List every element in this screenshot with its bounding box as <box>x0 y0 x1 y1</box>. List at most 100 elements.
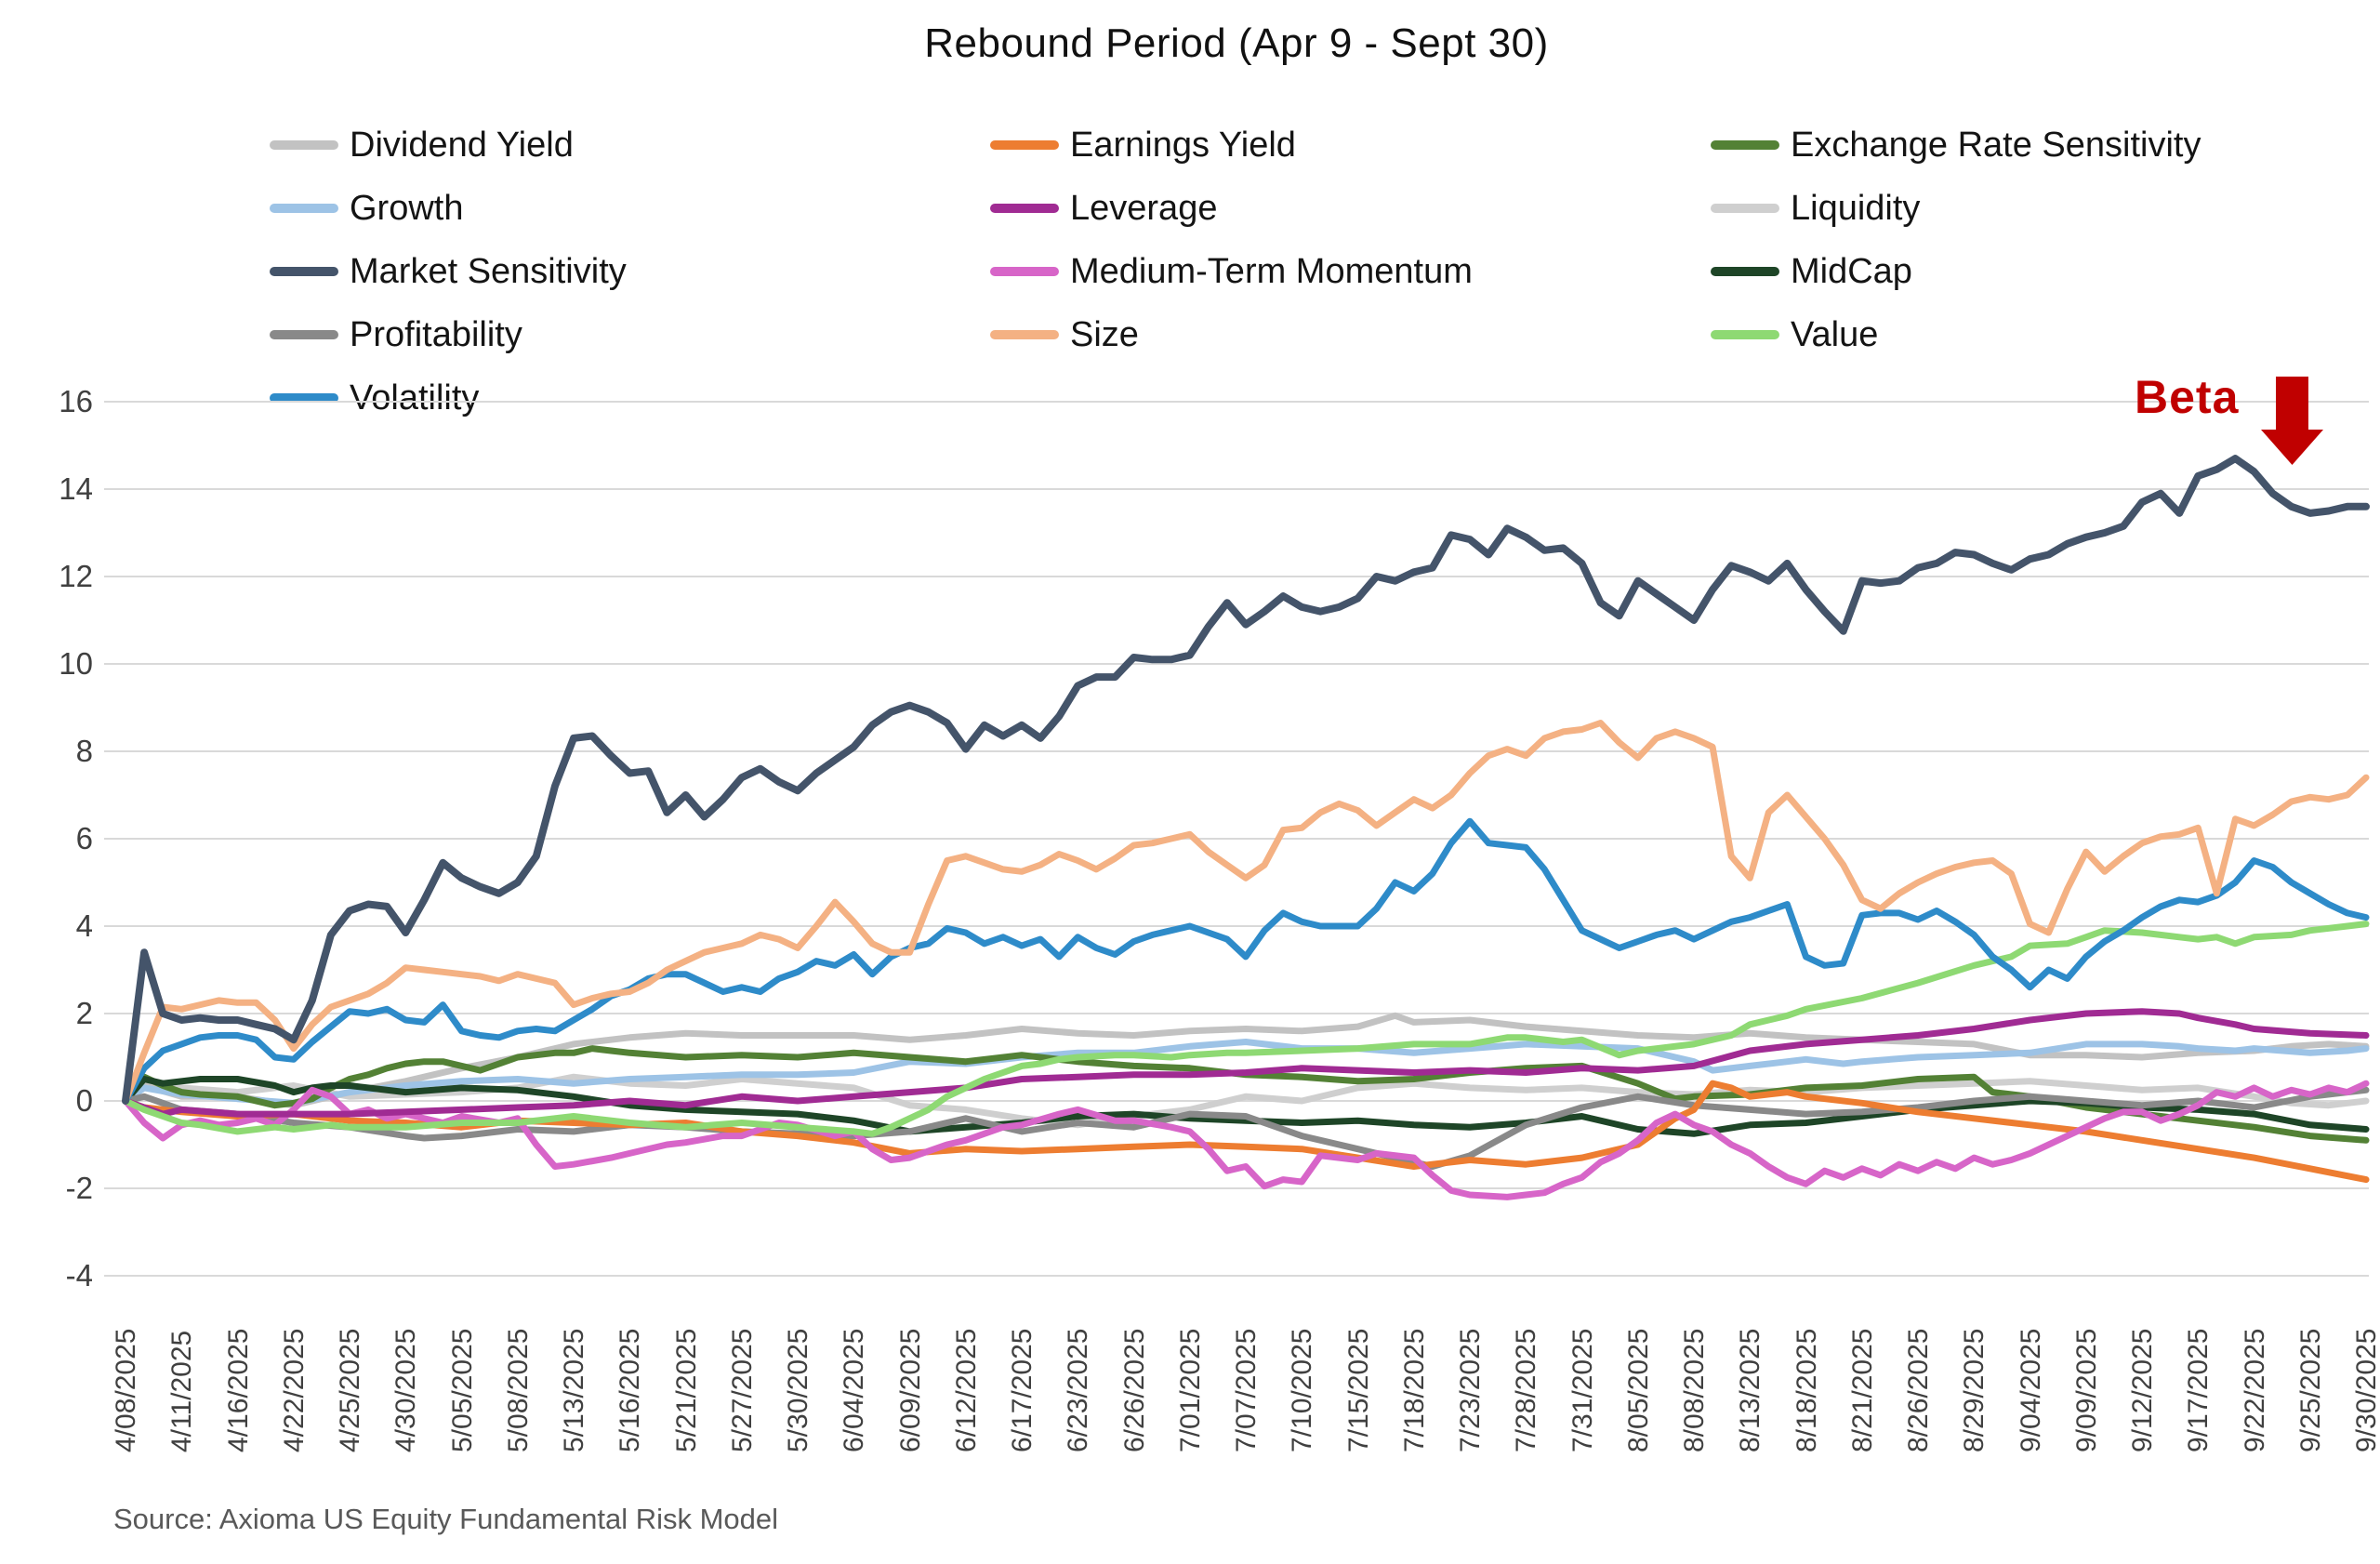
x-tick-label: 9/04/2025 <box>2015 1328 2046 1452</box>
x-tick-label: 9/17/2025 <box>2183 1328 2215 1452</box>
x-tick-label: 5/21/2025 <box>670 1328 702 1452</box>
x-tick-label: 8/05/2025 <box>1622 1328 1654 1452</box>
legend-label: Dividend Yield <box>350 125 574 165</box>
x-tick-label: 9/09/2025 <box>2070 1328 2102 1452</box>
x-tick-label: 4/22/2025 <box>278 1328 310 1452</box>
x-tick-label: 6/09/2025 <box>894 1328 926 1452</box>
legend-item-dividend-yield: Dividend Yield <box>270 119 574 171</box>
legend-marker-icon <box>1711 140 1779 150</box>
x-tick-label: 8/18/2025 <box>1791 1328 1822 1452</box>
x-tick-label: 7/18/2025 <box>1398 1328 1430 1452</box>
series-line-value <box>122 921 2370 1137</box>
y-tick-label: 8 <box>75 734 93 768</box>
y-tick-label: 16 <box>59 384 93 418</box>
legend-label: Medium-Term Momentum <box>1070 251 1473 291</box>
x-tick-label: 6/12/2025 <box>950 1328 982 1452</box>
x-tick-label: 9/30/2025 <box>2351 1328 2380 1452</box>
y-tick-label: 0 <box>75 1083 93 1118</box>
series-line-size <box>122 720 2370 1105</box>
x-tick-label: 5/05/2025 <box>446 1328 478 1452</box>
x-tick-label: 5/30/2025 <box>783 1328 813 1452</box>
x-tick-label: 8/13/2025 <box>1735 1328 1766 1452</box>
series-line-market-sensitivity <box>122 455 2370 1105</box>
x-tick-label: 9/12/2025 <box>2127 1328 2158 1452</box>
legend-item-market-sensitivity: Market Sensitivity <box>270 245 627 298</box>
beta-down-arrow-icon <box>2261 377 2323 465</box>
x-tick-label: 8/08/2025 <box>1679 1328 1710 1452</box>
legend-marker-icon <box>1711 204 1779 213</box>
legend-marker-icon <box>990 140 1059 150</box>
legend-marker-icon <box>990 267 1059 276</box>
x-tick-label: 4/11/2025 <box>166 1330 198 1452</box>
y-tick-label: 10 <box>59 646 93 681</box>
y-tick-label: 6 <box>75 821 93 855</box>
legend-item-growth: Growth <box>270 182 463 234</box>
legend-item-midcap: MidCap <box>1711 245 1912 298</box>
series-line-medium-term-momentum <box>122 1080 2370 1200</box>
x-tick-label: 5/08/2025 <box>502 1328 534 1452</box>
x-tick-label: 5/16/2025 <box>615 1328 646 1452</box>
source-note: Source: Axioma US Equity Fundamental Ris… <box>113 1503 779 1535</box>
legend-marker-icon <box>270 204 338 213</box>
legend-marker-icon <box>270 267 338 276</box>
legend-item-size: Size <box>990 309 1139 361</box>
legend-label: Size <box>1070 314 1139 354</box>
x-tick-label: 9/25/2025 <box>2294 1328 2326 1452</box>
legend-label: Liquidity <box>1791 188 1921 228</box>
y-tick-label: 14 <box>59 471 93 506</box>
legend-label: Volatility <box>350 378 480 418</box>
legend-marker-icon <box>990 204 1059 213</box>
x-tick-label: 7/01/2025 <box>1174 1328 1206 1452</box>
legend-item-value: Value <box>1711 309 1878 361</box>
x-tick-label: 7/07/2025 <box>1231 1328 1262 1452</box>
series-line-profitability <box>122 1086 2370 1170</box>
legend-marker-icon <box>1711 267 1779 276</box>
legend-label: Earnings Yield <box>1070 125 1296 165</box>
chart-title: Rebound Period (Apr 9 - Sept 30) <box>924 20 1549 66</box>
legend-item-volatility: Volatility <box>270 372 479 424</box>
y-tick-label: 4 <box>75 908 93 943</box>
legend-label: Value <box>1791 314 1879 354</box>
x-tick-label: 4/08/2025 <box>111 1328 141 1452</box>
x-tick-label: 5/13/2025 <box>559 1328 589 1452</box>
legend-item-earnings-yield: Earnings Yield <box>990 119 1296 171</box>
x-tick-label: 4/16/2025 <box>222 1328 254 1452</box>
beta-annotation-label: Beta <box>2135 371 2240 423</box>
y-tick-label: -2 <box>65 1171 93 1205</box>
legend-marker-icon <box>270 393 338 403</box>
series-line-liquidity <box>122 1073 2370 1129</box>
legend-marker-icon <box>1711 330 1779 339</box>
x-tick-label: 6/26/2025 <box>1118 1328 1150 1452</box>
x-tick-label: 8/21/2025 <box>1846 1328 1878 1452</box>
legend-item-profitability: Profitability <box>270 309 522 361</box>
legend-label: Growth <box>350 188 464 228</box>
legend-label: Market Sensitivity <box>350 251 627 291</box>
series-line-volatility <box>122 817 2370 1105</box>
legend-marker-icon <box>990 330 1059 339</box>
legend-label: MidCap <box>1791 251 1912 291</box>
x-tick-label: 7/23/2025 <box>1455 1328 1486 1452</box>
y-tick-label: 12 <box>59 559 93 593</box>
legend-marker-icon <box>270 140 338 150</box>
legend-label: Exchange Rate Sensitivity <box>1791 125 2202 165</box>
x-tick-label: 4/30/2025 <box>390 1328 422 1452</box>
x-tick-label: 7/15/2025 <box>1342 1328 1374 1452</box>
x-tick-label: 5/27/2025 <box>726 1328 758 1452</box>
legend-item-liquidity: Liquidity <box>1711 182 1920 234</box>
legend-marker-icon <box>270 330 338 339</box>
x-tick-label: 7/28/2025 <box>1511 1328 1542 1452</box>
x-tick-label: 7/10/2025 <box>1287 1328 1318 1452</box>
x-tick-label: 9/22/2025 <box>2239 1328 2270 1452</box>
x-tick-label: 8/29/2025 <box>1959 1328 1990 1452</box>
legend-item-medium-term-momentum: Medium-Term Momentum <box>990 245 1473 298</box>
x-tick-label: 8/26/2025 <box>1903 1328 1934 1452</box>
legend-label: Leverage <box>1070 188 1218 228</box>
x-tick-label: 6/17/2025 <box>1007 1328 1038 1452</box>
legend-item-exchange-rate-sensitivity: Exchange Rate Sensitivity <box>1711 119 2201 171</box>
series-line-leverage <box>122 1008 2370 1118</box>
x-tick-label: 7/31/2025 <box>1567 1328 1598 1452</box>
x-tick-label: 6/23/2025 <box>1063 1328 1094 1452</box>
x-tick-label: 6/04/2025 <box>839 1328 870 1452</box>
